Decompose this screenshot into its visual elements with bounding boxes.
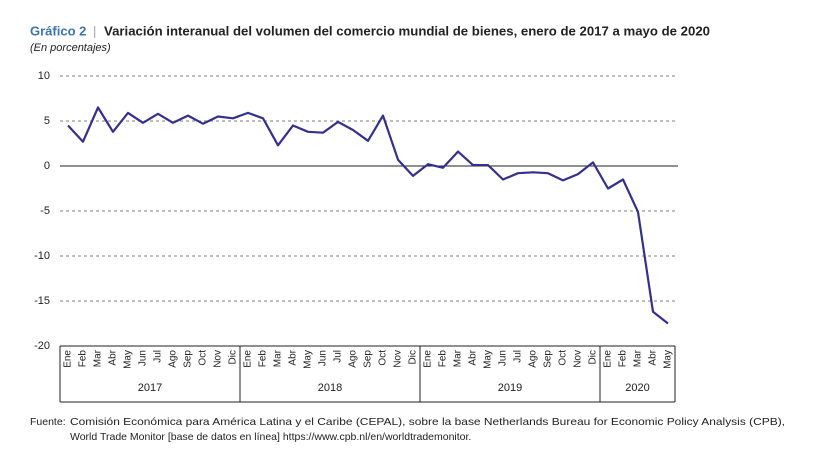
x-tick-label: Jul <box>513 350 524 363</box>
x-tick-label: Sep <box>183 350 194 368</box>
source-label: Fuente: <box>30 416 66 428</box>
x-tick-label: Nov <box>393 350 404 368</box>
x-tick-label: Oct <box>378 350 389 366</box>
x-tick-label: Dic <box>588 350 599 364</box>
x-tick-label: Mar <box>453 349 464 367</box>
y-tick-label: -15 <box>34 295 50 307</box>
x-tick-label: Sep <box>363 350 374 368</box>
year-label: 2020 <box>625 382 649 394</box>
x-tick-label: Dic <box>408 350 419 364</box>
x-tick-label: Nov <box>213 350 224 368</box>
x-tick-label: Abr <box>648 349 659 365</box>
x-tick-label: Jul <box>333 350 344 363</box>
x-tick-label: Ago <box>348 350 359 368</box>
source-line: Comisión Económica para América Latina y… <box>70 416 785 428</box>
x-tick-label: May <box>663 350 674 369</box>
figure-label: Gráfico 2 <box>30 23 86 38</box>
x-tick-label: Oct <box>198 350 209 366</box>
x-tick-label: Feb <box>438 350 449 368</box>
x-tick-label: Abr <box>468 349 479 365</box>
x-tick-label: Ene <box>423 350 434 368</box>
x-tick-label: Feb <box>258 350 269 368</box>
y-tick-label: 10 <box>38 70 50 82</box>
y-tick-label: 0 <box>44 160 50 172</box>
x-tick-label: Jun <box>498 350 509 366</box>
y-tick-label: 5 <box>44 115 50 127</box>
y-tick-label: -20 <box>34 340 50 352</box>
x-tick-label: Mar <box>273 349 284 367</box>
x-tick-label: Jun <box>138 350 149 366</box>
y-tick-label: -5 <box>40 205 50 217</box>
x-tick-label: Abr <box>288 349 299 365</box>
series-line <box>68 108 668 324</box>
x-tick-label: May <box>483 350 494 369</box>
x-tick-label: Feb <box>78 350 89 368</box>
x-tick-label: Mar <box>93 349 104 367</box>
source-line: World Trade Monitor [base de datos en lí… <box>70 431 471 443</box>
x-tick-label: Feb <box>618 350 629 368</box>
chart-title: Variación interanual del volumen del com… <box>104 23 710 38</box>
x-tick-label: Ago <box>528 350 539 368</box>
x-tick-label: Abr <box>108 349 119 365</box>
x-tick-label: Mar <box>633 349 644 367</box>
x-tick-label: Ene <box>603 350 614 368</box>
year-label: 2017 <box>138 382 162 394</box>
chart: Gráfico 2 | Variación interanual del vol… <box>0 0 814 455</box>
y-tick-label: -10 <box>34 250 50 262</box>
x-tick-label: Jun <box>318 350 329 366</box>
x-tick-label: Dic <box>228 350 239 364</box>
x-tick-label: Ago <box>168 350 179 368</box>
x-tick-label: Sep <box>543 350 554 368</box>
x-tick-label: May <box>123 350 134 369</box>
year-label: 2019 <box>498 382 522 394</box>
x-tick-label: Ene <box>63 350 74 368</box>
x-tick-label: Nov <box>573 350 584 368</box>
x-tick-label: Ene <box>243 350 254 368</box>
x-tick-label: Jul <box>153 350 164 363</box>
year-label: 2018 <box>318 382 342 394</box>
x-tick-label: May <box>303 350 314 369</box>
chart-subtitle: (En porcentajes) <box>30 42 111 54</box>
separator: | <box>93 23 96 38</box>
x-tick-label: Oct <box>558 350 569 366</box>
